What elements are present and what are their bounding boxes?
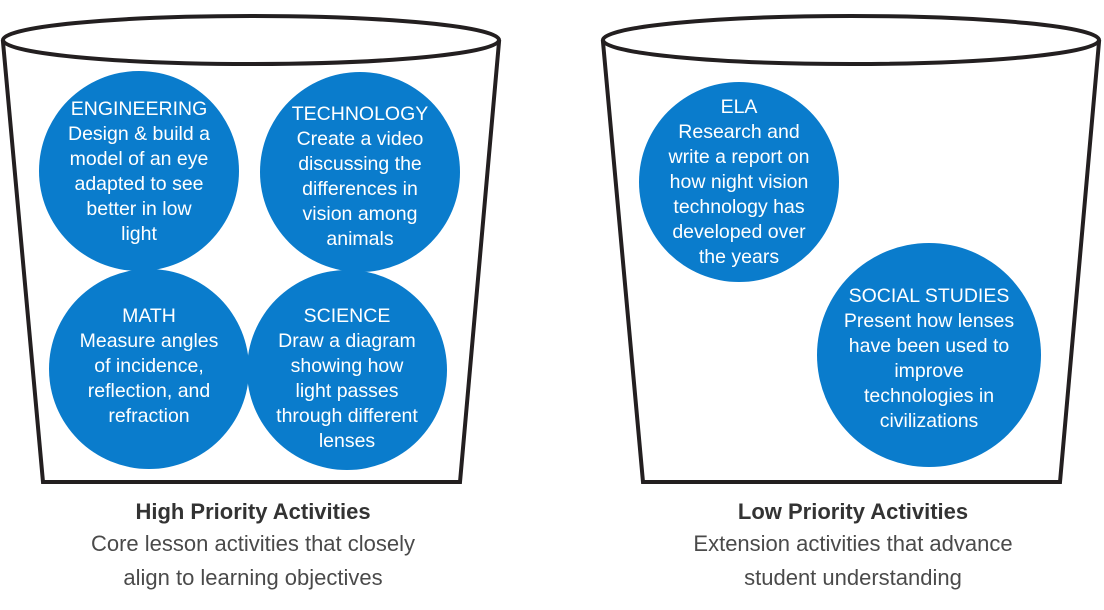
activity-description-line: adapted to see — [74, 173, 203, 195]
activity-description-line: write a report on — [668, 146, 810, 168]
activity-description-line: vision among — [303, 203, 418, 225]
activity-subject-label: SCIENCE — [304, 305, 391, 327]
activity-description-line: have been used to — [849, 335, 1010, 357]
activity-description-line: light — [121, 223, 157, 245]
high-priority-description-line-1: Core lesson activities that closely — [90, 531, 416, 556]
activity-subject-label: ELA — [721, 96, 758, 118]
activity-circle-math: MATH Measure angles of incidence, reflectio… — [49, 269, 249, 469]
low-priority-description-line-2: student understanding — [744, 565, 962, 590]
activity-description-line: how night vision — [670, 171, 809, 193]
activity-description-line: Research and — [678, 121, 799, 143]
activity-text-science: SCIENCE Draw a diagram showing how light pa… — [276, 305, 418, 452]
activity-circle-science: SCIENCE Draw a diagram showing how light pa… — [247, 270, 447, 470]
low-priority-caption: Low Priority Activities Extension activi… — [643, 497, 1063, 595]
activity-subject-label: TECHNOLOGY — [292, 103, 429, 125]
activity-circle-ela: ELA Research and write a report on how nigh… — [639, 82, 839, 282]
high-priority-caption: High Priority Activities Core lesson act… — [43, 497, 463, 595]
high-priority-title: High Priority Activities — [135, 499, 371, 524]
activity-description-line: lenses — [319, 430, 376, 452]
activity-text-engineering: ENGINEERING Design & build a model of an e… — [68, 98, 210, 245]
low-priority-description-line-1: Extension activities that advance — [693, 531, 1013, 556]
activity-text-technology: TECHNOLOGY Create a video discussing the di… — [292, 103, 429, 250]
activity-description-line: animals — [326, 228, 393, 250]
activity-subject-label: ENGINEERING — [71, 98, 208, 120]
activity-description-line: developed over — [672, 221, 806, 243]
activity-description-line: reflection, and — [88, 380, 211, 402]
activity-description-line: Measure angles — [80, 330, 219, 352]
low-priority-title: Low Priority Activities — [737, 499, 969, 524]
activity-description-line: discussing the — [298, 153, 422, 175]
activity-description-line: Design & build a — [68, 123, 210, 145]
activity-description-line: civilizations — [880, 410, 979, 432]
activity-description-line: through different — [276, 405, 418, 427]
activity-description-line: technologies in — [864, 385, 994, 407]
activity-text-ela: ELA Research and write a report on how nigh… — [668, 96, 810, 268]
activity-description-line: technology has — [673, 196, 804, 218]
activity-subject-label: MATH — [122, 305, 176, 327]
activity-description-line: model of an eye — [70, 148, 209, 170]
activity-description-line: refraction — [108, 405, 189, 427]
activity-circle-technology: TECHNOLOGY Create a video discussing the di… — [260, 72, 460, 272]
activity-text-math: MATH Measure angles of incidence, reflectio… — [80, 305, 219, 427]
activity-circle-engineering: ENGINEERING Design & build a model of an e… — [39, 71, 239, 271]
activity-description-line: better in low — [86, 198, 192, 220]
activity-description-line: Create a video — [297, 128, 424, 150]
activity-circle-social-studies: SOCIAL STUDIES Present how lenses have bee… — [817, 243, 1041, 467]
activity-description-line: light passes — [296, 380, 399, 402]
high-priority-description-line-2: align to learning objectives — [123, 565, 383, 590]
activity-description-line: showing how — [291, 355, 405, 377]
activity-subject-label: SOCIAL STUDIES — [849, 285, 1010, 307]
activity-text-social-studies: SOCIAL STUDIES Present how lenses have bee… — [844, 285, 1014, 432]
activity-description-line: Draw a diagram — [278, 330, 416, 352]
activity-description-line: of incidence, — [94, 355, 204, 377]
activity-description-line: Present how lenses — [844, 310, 1014, 332]
activity-description-line: the years — [699, 246, 779, 268]
activity-description-line: improve — [894, 360, 963, 382]
activity-description-line: differences in — [302, 178, 418, 200]
